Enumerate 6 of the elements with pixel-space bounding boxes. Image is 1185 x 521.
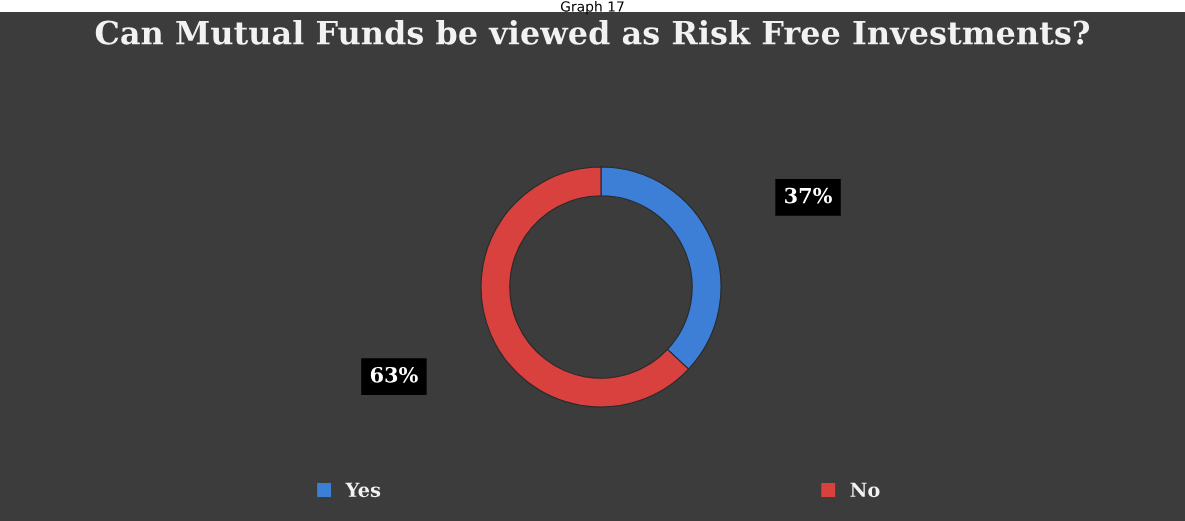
- legend-label: No: [850, 482, 880, 498]
- data-label: 63%: [370, 366, 418, 383]
- legend-label: Yes: [345, 482, 381, 498]
- caption: Graph 17: [560, 1, 624, 15]
- data-label: 37%: [785, 187, 832, 204]
- chart-title: Can Mutual Funds be viewed as Risk Free Investments?: [95, 20, 1090, 45]
